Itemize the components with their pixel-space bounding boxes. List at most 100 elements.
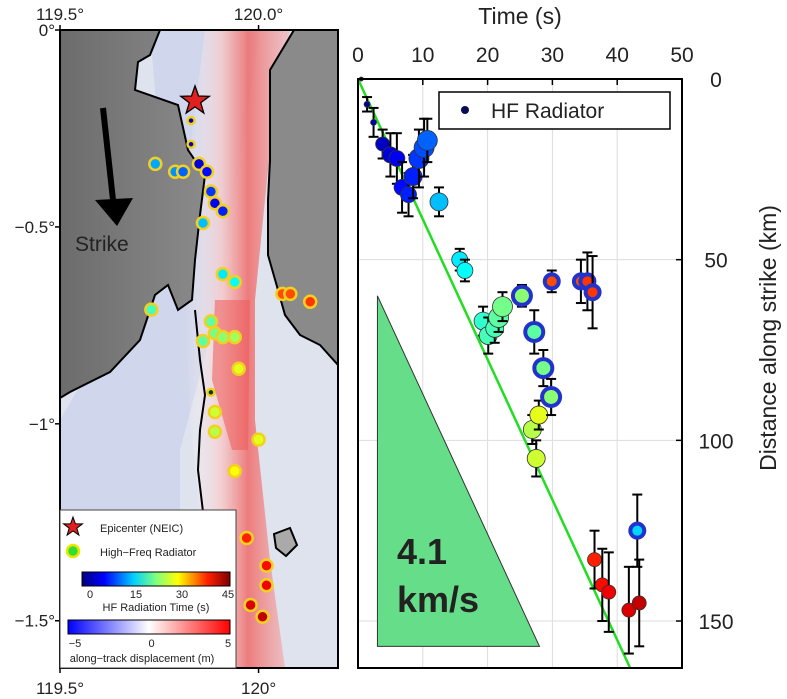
- hf-radiator-point: [621, 565, 637, 655]
- y-tick-label: 150: [698, 611, 733, 634]
- map-radiator-marker: [302, 294, 318, 309]
- legend-hf-label: HF Radiator: [491, 100, 604, 123]
- map-lat-label: −0.5°: [15, 218, 55, 237]
- x-tick-label: 30: [541, 44, 564, 67]
- plot-frame: [357, 78, 683, 669]
- map-lon-label-bottom: 120°: [241, 679, 276, 698]
- hf-radiator-marker: [621, 602, 637, 618]
- map-radiator-marker: [175, 164, 191, 180]
- hf-radiator-point: [456, 258, 474, 283]
- x-tick-label: 40: [606, 44, 629, 67]
- y-axis-title: Distance along strike (km): [755, 205, 781, 471]
- hf-radiator-point: [540, 377, 563, 417]
- map-lat-label: 0°: [39, 21, 55, 40]
- velocity-triangle: [376, 295, 541, 647]
- hf-radiator-marker: [523, 320, 546, 343]
- map-lon-label-bottom: 119.5°: [36, 679, 84, 698]
- map-radiator-marker: [186, 139, 196, 149]
- map-radiator-marker: [215, 329, 231, 345]
- map-radiator-marker: [148, 156, 163, 172]
- hf-radiator-point: [532, 349, 555, 388]
- map-radiator-marker: [231, 361, 246, 376]
- legend-radiator-marker: [65, 543, 81, 559]
- hf-radiator-marker: [628, 521, 647, 540]
- map-radiator-marker: [195, 215, 211, 231]
- map-radiator-marker: [207, 404, 223, 420]
- hf-radiator-marker: [416, 130, 438, 151]
- hf-radiator-marker: [532, 357, 555, 380]
- map-lon-label-top: 119.5°: [36, 5, 84, 24]
- map-radiator-marker: [195, 333, 211, 349]
- y-tick-label: 0: [710, 69, 722, 92]
- hf-radiator-marker: [601, 584, 617, 600]
- x-tick-label: 50: [670, 44, 693, 67]
- hf-radiator-marker: [631, 595, 647, 611]
- hf-radiator-marker: [587, 552, 602, 567]
- map-radiator-marker: [283, 286, 298, 302]
- hf-radiator-point: [510, 283, 533, 308]
- scatter-ticks: 0 10 20 30 40 50 0 50 100 150: [352, 44, 733, 634]
- legend-hf-marker: [461, 106, 469, 114]
- map-radiator-marker: [215, 203, 231, 219]
- hf-radiator-point: [492, 291, 513, 323]
- map-radiator-marker: [239, 530, 254, 546]
- map-lat-label: −1.5°: [15, 612, 55, 631]
- map-radiator-marker: [215, 266, 231, 282]
- x-axis-title: Time (s): [478, 3, 561, 29]
- hf-radiator-point: [529, 399, 549, 431]
- map-radiator-marker: [243, 597, 258, 613]
- hf-radiator-point: [526, 439, 546, 478]
- map-radiator-marker: [203, 184, 219, 199]
- map-radiator-marker: [144, 302, 159, 317]
- colorbar-time-tick-label: 15: [130, 589, 142, 601]
- x-tick-label: 20: [476, 44, 499, 67]
- colorbar-time-tick-label: 0: [87, 589, 93, 601]
- hf-radiator-point: [542, 269, 561, 294]
- map-radiator-marker: [259, 578, 274, 593]
- hf-radiator-point: [368, 106, 379, 138]
- land-left: [60, 30, 207, 400]
- velocity-label-unit: km/s: [397, 579, 479, 620]
- map-legend: Epicenter (NEIC) High−Freq Radiator 0 15 3…: [59, 509, 237, 669]
- small-island: [272, 526, 299, 558]
- map-radiator-marker: [259, 558, 274, 573]
- hf-radiator-marker: [429, 192, 449, 212]
- colorbar-displacement-ticks: −5 0 5: [69, 638, 231, 650]
- hf-radiator-marker: [456, 262, 474, 279]
- hf-radiator-point: [601, 551, 617, 633]
- y-tick-label: 50: [704, 250, 727, 273]
- map-radiators: [144, 115, 318, 625]
- x-tick-label: 10: [411, 44, 434, 67]
- hf-radiator-point: [583, 255, 602, 330]
- colorbar-time: [81, 571, 231, 587]
- hf-radiator-point: [416, 117, 438, 164]
- map-radiator-marker: [199, 164, 215, 180]
- y-tick-label: 100: [698, 430, 733, 453]
- epicenter-star-marker: [178, 83, 212, 115]
- colorbar-time-ticks: 0 15 30 45: [87, 589, 234, 601]
- hf-radiator-marker: [363, 100, 371, 108]
- strike-arrow: [95, 107, 133, 226]
- hf-radiator-marker: [529, 405, 549, 425]
- x-tick-label: 0: [352, 44, 364, 67]
- hf-radiator-marker: [492, 296, 513, 318]
- colorbar-time-label: HF Radiation Time (s): [103, 602, 210, 614]
- colorbar-displacement-tick-label: 5: [225, 638, 231, 650]
- hf-radiator-marker: [540, 385, 563, 408]
- map-radiator-marker: [206, 387, 216, 398]
- colorbar-displacement-label: along−track displacement (m): [70, 653, 215, 665]
- map-radiator-marker: [227, 274, 242, 290]
- strike-label: Strike: [75, 233, 129, 256]
- map-ticks: 119.5° 119.5° 120.0° 120° 0° −0.5° −1° −1.5°: [15, 5, 284, 698]
- map-radiator-marker: [186, 115, 196, 126]
- scatter-legend: HF Radiator: [438, 91, 671, 130]
- hf-radiator-point: [429, 186, 449, 218]
- map-radiator-marker: [255, 609, 270, 625]
- map-lon-label-top: 120.0°: [234, 5, 283, 24]
- velocity-label-value: 4.1: [397, 531, 447, 572]
- legend-epicenter-label: Epicenter (NEIC): [100, 523, 183, 535]
- hf-radiator-point: [628, 493, 647, 568]
- map-radiator-marker: [207, 424, 223, 439]
- hf-radiator-point: [523, 309, 546, 355]
